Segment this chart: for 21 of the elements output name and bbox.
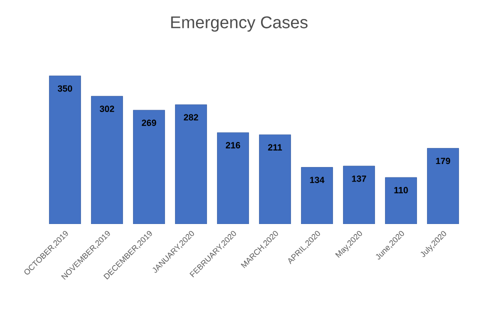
bar bbox=[343, 166, 375, 224]
bar bbox=[49, 76, 81, 224]
bar bbox=[385, 177, 417, 224]
bar bbox=[91, 96, 123, 224]
data-label: 350 bbox=[58, 85, 72, 92]
data-label: 216 bbox=[226, 142, 240, 148]
bar bbox=[259, 134, 291, 224]
bar bbox=[133, 110, 165, 224]
bar bbox=[301, 167, 333, 224]
data-label: 179 bbox=[436, 158, 450, 164]
data-label: 211 bbox=[268, 144, 282, 150]
data-label: 269 bbox=[142, 120, 156, 126]
data-label: 110 bbox=[394, 186, 408, 194]
chart-title: Emergency Cases bbox=[171, 16, 308, 32]
bar bbox=[427, 148, 459, 224]
data-label: 282 bbox=[184, 114, 198, 120]
data-label: 302 bbox=[100, 106, 114, 112]
data-label: 134 bbox=[310, 176, 324, 184]
bar bbox=[217, 132, 249, 224]
data-label: 137 bbox=[352, 176, 366, 182]
bar bbox=[175, 104, 207, 224]
